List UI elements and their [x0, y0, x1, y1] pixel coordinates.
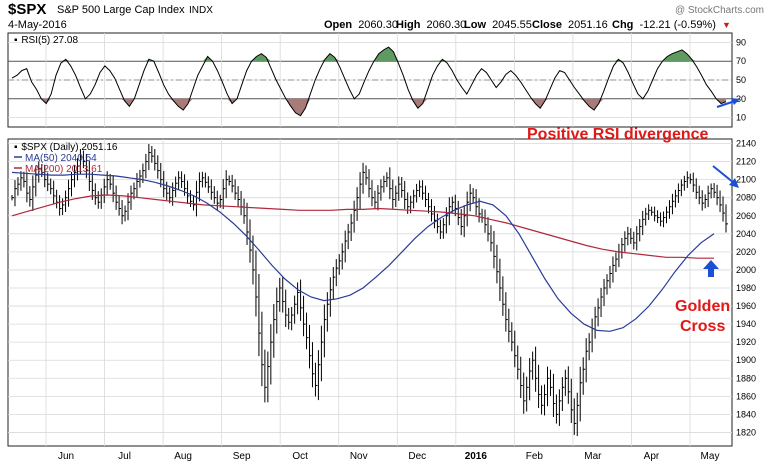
rsi-oversold-fill	[119, 98, 135, 107]
price-arrow-head-icon	[729, 178, 739, 188]
watermark: @ StockCharts.com	[675, 5, 764, 16]
ma200-legend: MA(200) 2013.61	[25, 164, 103, 175]
price-y-tick-label: 2100	[736, 175, 756, 185]
x-tick-label: Nov	[350, 451, 368, 462]
chg-label: Chg	[612, 19, 633, 31]
x-tick-label: Sep	[233, 451, 251, 462]
price-frame	[7, 138, 733, 447]
rsi-line	[11, 46, 727, 117]
rsi-oversold-fill	[285, 98, 311, 116]
rsi-overbought-fill	[251, 53, 272, 62]
x-tick-label: Mar	[584, 451, 602, 462]
chart-header: $SPX S&P 500 Large Cap Index INDX 4-May-…	[8, 1, 764, 31]
rsi-oversold-fill	[41, 98, 52, 104]
high-value: 2060.30	[427, 19, 467, 31]
rsi-divergence-label: Positive RSI divergence	[527, 126, 709, 143]
low-value: 2045.55	[492, 19, 532, 31]
golden-label: Golden	[675, 298, 730, 315]
price-y-tick-label: 2040	[736, 229, 756, 239]
price-y-ticks: 1820 1840 1860 1880 1900 1920 1940 1960 1980 2000…	[736, 139, 756, 438]
price-y-tick-label: 1900	[736, 355, 756, 365]
golden-cross-arrow-icon	[703, 260, 719, 277]
rsi-oversold-fill	[530, 98, 550, 109]
price-legend: ▪ $SPX (Daily) 2051.16 MA(50) 2040.54 MA…	[14, 142, 118, 175]
rsi-panel: 10 30 50 70 90 ▪ RSI(5) 27.08	[7, 32, 746, 128]
close-label: Close	[532, 19, 562, 31]
x-tick-label: Oct	[292, 451, 308, 462]
x-tick-label: Jun	[58, 451, 74, 462]
price-y-tick-label: 1860	[736, 391, 756, 401]
price-legend-label: $SPX (Daily) 2051.16	[21, 142, 118, 153]
rsi-y-tick-label: 10	[736, 113, 746, 123]
price-y-tick-label: 2080	[736, 193, 756, 203]
price-panel: 1820 1840 1860 1880 1900 1920 1940 1960 1980 2000…	[7, 138, 756, 462]
price-y-tick-label: 1880	[736, 373, 756, 383]
annotations: Positive RSI divergence Golden Cross	[527, 98, 740, 335]
rsi-overbought-fill	[373, 47, 399, 62]
x-tick-label: Apr	[644, 451, 660, 462]
rsi-y-tick-label: 30	[736, 94, 746, 104]
ohlc-line: Open 2060.30 High 2060.30 Low 2045.55 Cl…	[324, 19, 731, 31]
rsi-arrow-head-icon	[731, 98, 740, 105]
rsi-oversold-fill	[408, 98, 428, 109]
rsi-overbought-fill	[202, 56, 213, 62]
price-y-tick-label: 1920	[736, 337, 756, 347]
rsi-overbought-fill	[662, 49, 697, 62]
price-y-tick-label: 1960	[736, 301, 756, 311]
close-value: 2051.16	[568, 19, 608, 31]
rsi-y-ticks: 10 30 50 70 90	[736, 37, 746, 122]
rsi-legend-label: RSI(5) 27.08	[21, 35, 78, 46]
price-y-tick-label: 1840	[736, 409, 756, 419]
price-grid	[8, 139, 732, 446]
price-y-tick-label: 2000	[736, 265, 756, 275]
ma50-legend: MA(50) 2040.54	[25, 153, 97, 164]
price-y-tick-label: 2020	[736, 247, 756, 257]
price-y-tick-label: 2140	[736, 139, 756, 149]
rsi-arrow-shaft	[716, 100, 736, 108]
rsi-y-tick-label: 90	[736, 37, 746, 47]
x-tick-label: 2016	[465, 451, 488, 462]
price-y-tick-label: 2120	[736, 157, 756, 167]
x-tick-label: Jul	[118, 451, 131, 462]
ma200-line	[11, 194, 714, 259]
price-y-tick-label: 1980	[736, 283, 756, 293]
rsi-y-tick-label: 70	[736, 56, 746, 66]
x-tick-label: Dec	[408, 451, 426, 462]
rsi-y-tick-label: 50	[736, 75, 746, 85]
ma50-line	[11, 171, 715, 332]
x-tick-label: Aug	[174, 451, 192, 462]
cross-label: Cross	[680, 318, 725, 335]
price-legend-line: ▪ $SPX (Daily) 2051.16	[14, 142, 118, 153]
symbol: $SPX	[8, 1, 46, 18]
open-value: 2060.30	[358, 19, 398, 31]
x-tick-label: May	[701, 451, 720, 462]
rsi-legend: ▪ RSI(5) 27.08	[14, 35, 78, 46]
x-tick-label: Feb	[526, 451, 544, 462]
down-arrow-icon: ▼	[722, 20, 731, 30]
exchange: INDX	[189, 5, 213, 16]
rsi-legend-marker: ▪	[14, 35, 18, 46]
open-label: Open	[324, 19, 352, 31]
high-label: High	[396, 19, 421, 31]
x-axis-labels: Jun Jul Aug Sep Oct Nov Dec 2016 Feb Mar Apr May	[58, 451, 720, 462]
chg-value: -12.21 (-0.59%)	[639, 19, 715, 31]
price-y-tick-label: 1820	[736, 427, 756, 437]
price-y-tick-label: 1940	[736, 319, 756, 329]
rsi-oversold-fill	[227, 98, 237, 104]
index-name: S&P 500 Large Cap Index	[57, 4, 185, 16]
price-arrow-shaft	[712, 165, 735, 184]
price-bars	[11, 143, 728, 437]
price-y-tick-label: 2060	[736, 211, 756, 221]
chart-date: 4-May-2016	[8, 19, 67, 31]
low-label: Low	[464, 19, 486, 31]
price-legend-marker: ▪	[14, 142, 18, 153]
